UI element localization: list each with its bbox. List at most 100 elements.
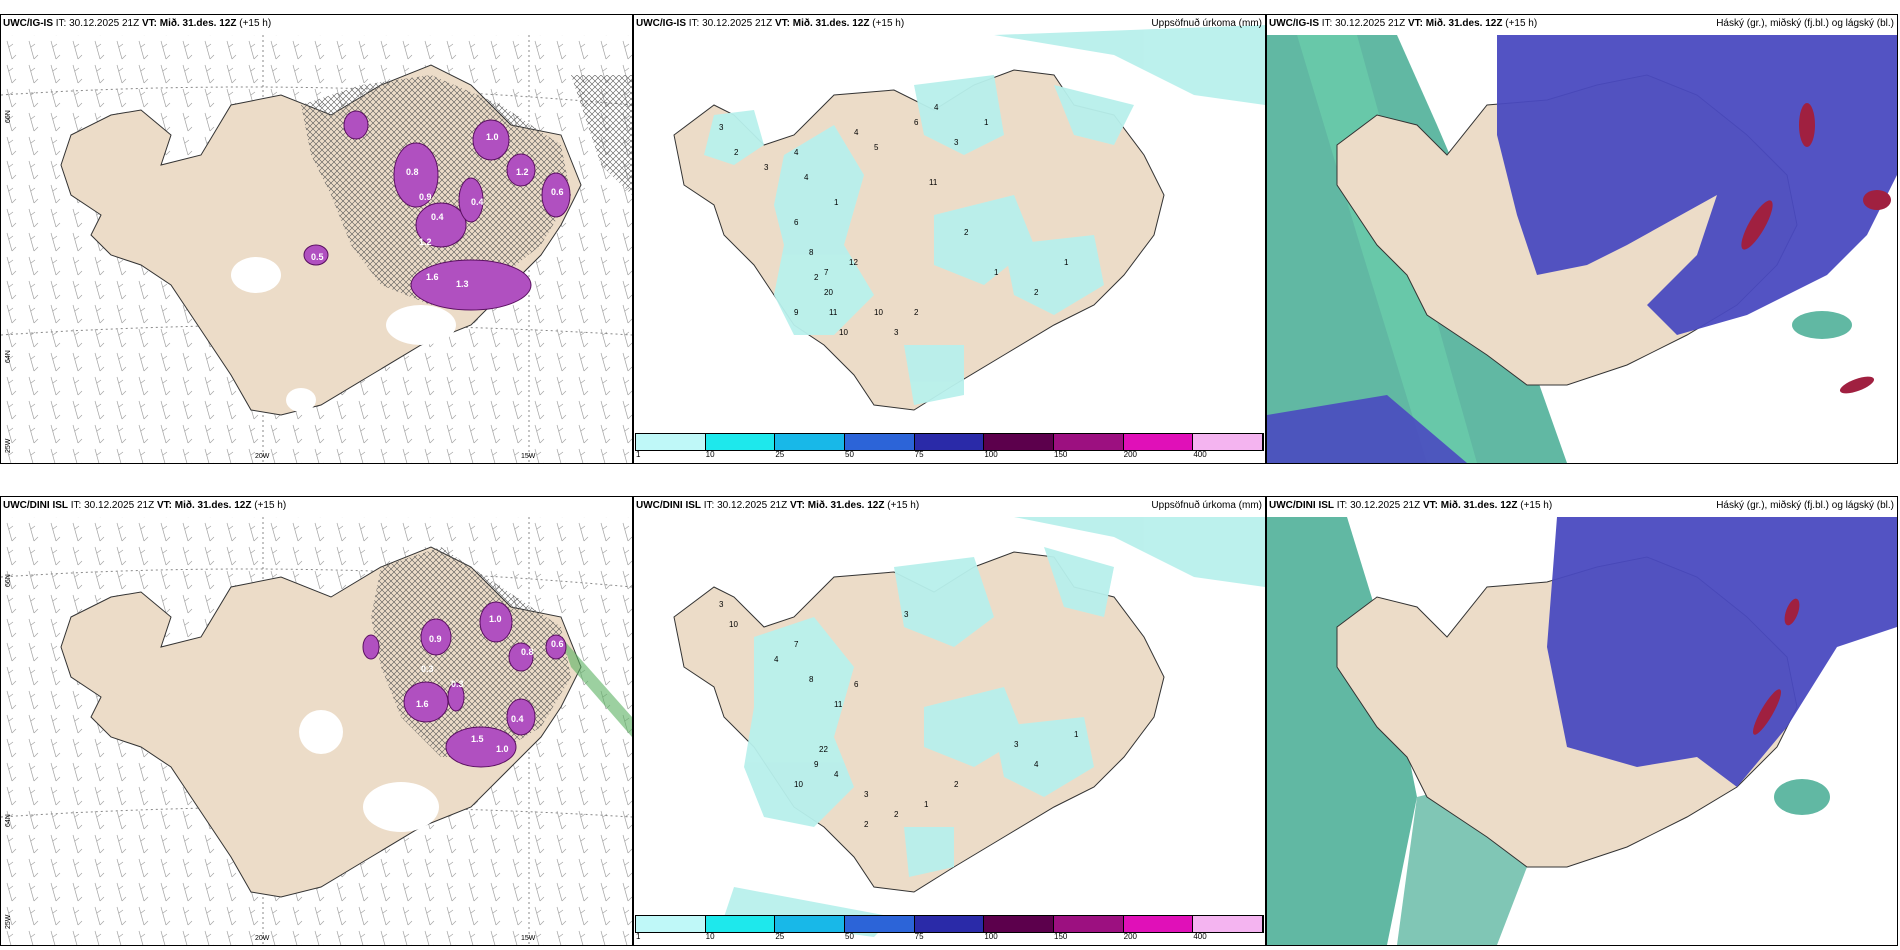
map-value-label: 4 (1034, 760, 1039, 769)
legend-swatch (636, 916, 706, 932)
map-value-label: 1 (984, 118, 989, 127)
legend-label: 100 (984, 932, 998, 941)
lat-label-64: 64N (5, 350, 12, 363)
lat-label-25w: 25W (5, 438, 12, 453)
lat-label-66: 66N (5, 574, 12, 587)
map-value-label: 10 (729, 620, 738, 629)
map-value-label: 7 (824, 268, 829, 277)
map-value-label: 0.6 (551, 639, 564, 649)
panel-cloud-dini: UWC/DINI ISL IT: 30.12.2025 21Z VT: Mið.… (1266, 496, 1898, 946)
map-value-label: 0.8 (406, 167, 419, 177)
legend-swatch (914, 434, 985, 450)
map-value-label: 0.9 (429, 634, 442, 644)
map-value-label: 4 (804, 173, 809, 182)
legend-swatch (636, 434, 706, 450)
map-value-label: 0.6 (551, 187, 564, 197)
panel-header: UWC/DINI ISL IT: 30.12.2025 21Z VT: Mið.… (1269, 500, 1553, 511)
panel-header: UWC/IG-IS IT: 30.12.2025 21Z VT: Mið. 31… (3, 18, 272, 29)
map-value-label: 0.3 (421, 664, 434, 674)
snow-values: 0.8 0.9 0.4 1.2 0.5 1.3 1.6 0.4 1.0 1.2 0.6 (311, 132, 564, 289)
map-value-label: 1 (924, 800, 929, 809)
map-value-label: 0.8 (521, 647, 534, 657)
map-value-label: 1 (834, 198, 839, 207)
precip-legend (635, 433, 1264, 451)
map-value-label: 1.2 (419, 237, 432, 247)
map-value-label: 0.4 (471, 197, 484, 207)
map-value-label: 2 (964, 228, 969, 237)
map-value-label: 9 (794, 308, 799, 317)
map-value-label: 7 (794, 640, 799, 649)
map-value-label: 11 (829, 308, 838, 317)
map-value-label: 2 (894, 810, 899, 819)
map-value-label: 2 (914, 308, 919, 317)
legend-label: 150 (1054, 450, 1068, 459)
snow-patches (303, 110, 571, 311)
panel-precip-igis: UWC/IG-IS IT: 30.12.2025 21Z VT: Mið. 31… (633, 14, 1266, 464)
cloud-title: Háský (gr.), miðský (fj.bl.) og lágský (… (1716, 18, 1894, 29)
map-value-label: 0.5 (311, 252, 324, 262)
panel-snow-dini: UWC/DINI ISL IT: 30.12.2025 21Z VT: Mið.… (0, 496, 633, 946)
map-value-label: 3 (954, 138, 959, 147)
map-value-label: 3 (894, 328, 899, 337)
map-value-label: 12 (849, 258, 858, 267)
lon-label-20w: 20W (255, 453, 270, 460)
panel-header: UWC/DINI ISL IT: 30.12.2025 21Z VT: Mið.… (3, 500, 287, 511)
panel-header: UWC/DINI ISL IT: 30.12.2025 21Z VT: Mið.… (636, 500, 920, 511)
precip-legend-labels: 1 10 25 50 75 100 150 200 400 (635, 450, 1262, 460)
legend-label: 200 (1123, 932, 1138, 941)
map-value-label: 1.5 (471, 734, 484, 744)
panel-cloud-igis: UWC/IG-IS IT: 30.12.2025 21Z VT: Mið. 31… (1266, 14, 1898, 464)
lon-label-15w: 15W (521, 935, 536, 942)
map-value-label: 0.3 (451, 679, 464, 689)
map-value-label: 20 (824, 288, 833, 297)
legend-label: 25 (775, 932, 785, 941)
lat-label-25w: 25W (5, 914, 12, 929)
map-value-label: 6 (794, 218, 799, 227)
map-value-label: 22 (819, 745, 828, 754)
legend-swatch (1193, 916, 1264, 932)
legend-swatch (1054, 434, 1124, 450)
map-value-label: 1.0 (489, 614, 502, 624)
map-value-label: 1 (994, 268, 999, 277)
legend-swatch (705, 916, 776, 932)
map-value-label: 4 (934, 103, 939, 112)
lat-label-64: 64N (5, 814, 12, 827)
legend-swatch (845, 916, 915, 932)
map-value-label: 3 (904, 610, 909, 619)
panel-header: UWC/IG-IS IT: 30.12.2025 21Z VT: Mið. 31… (636, 18, 905, 29)
precip-title: Uppsöfnuð úrkoma (mm) (1151, 500, 1262, 511)
map-value-label: 1.0 (496, 744, 509, 754)
legend-label: 75 (914, 450, 924, 459)
map-value-label: 2 (864, 820, 869, 829)
map-value-label: 3 (764, 163, 769, 172)
legend-swatch (1193, 434, 1264, 450)
legend-swatch (914, 916, 985, 932)
legend-swatch (1123, 916, 1194, 932)
map-value-label: 1.2 (516, 167, 529, 177)
legend-label: 400 (1193, 450, 1207, 459)
map-value-label: 2 (734, 148, 739, 157)
cloud-map (1267, 35, 1897, 463)
snow-map: 0.8 0.9 0.4 1.2 0.5 1.3 1.6 0.4 1.0 1.2 0.6 (1, 35, 632, 463)
map-value-label: 4 (854, 128, 859, 137)
map-value-label: 4 (794, 148, 799, 157)
map-value-label: 0.9 (419, 192, 432, 202)
legend-swatch (1123, 434, 1194, 450)
legend-swatch (775, 434, 846, 450)
map-value-label: 0.4 (511, 714, 524, 724)
legend-label: 200 (1123, 450, 1138, 459)
legend-swatch (984, 434, 1055, 450)
legend-swatch (1054, 916, 1124, 932)
map-value-label: 6 (914, 118, 919, 127)
map-value-label: 3 (1014, 740, 1019, 749)
precip-legend-labels: 1 10 25 50 75 100 150 200 400 (635, 932, 1262, 942)
map-value-label: 1 (1064, 258, 1069, 267)
precip-title: Uppsöfnuð úrkoma (mm) (1151, 18, 1262, 29)
legend-label: 50 (845, 450, 854, 459)
legend-label: 1 (636, 932, 641, 941)
map-value-label: 2 (1034, 288, 1039, 297)
legend-label: 10 (705, 932, 715, 941)
